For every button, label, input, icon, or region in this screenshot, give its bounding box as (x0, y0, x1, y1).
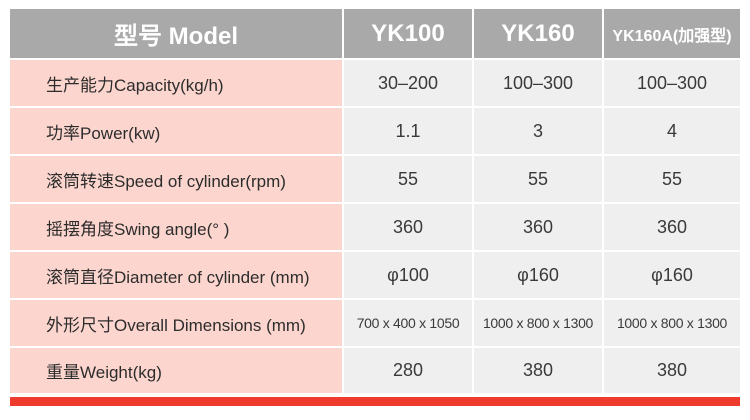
cell-yk100: 30–200 (344, 58, 474, 106)
header-yk160a: YK160A(加强型) (604, 9, 740, 58)
row-label: 摇摆角度Swing angle(° ) (10, 202, 344, 250)
cell-yk160: 360 (474, 202, 604, 250)
row-diameter: 滚筒直径Diameter of cylinder (mm) φ100 φ160 … (10, 250, 740, 298)
cell-yk160a: 360 (604, 202, 740, 250)
cell-yk160a: 100–300 (604, 58, 740, 106)
spec-table: 型号 Model YK100 YK160 YK160A(加强型) 生产能力Cap… (10, 9, 740, 393)
row-weight: 重量Weight(kg) 280 380 380 (10, 346, 740, 393)
cell-yk100: 700 x 400 x 1050 (344, 298, 474, 346)
cell-yk160: φ160 (474, 250, 604, 298)
row-speed: 滚筒转速Speed of cylinder(rpm) 55 55 55 (10, 154, 740, 202)
cell-yk160: 3 (474, 106, 604, 154)
cell-yk100: 55 (344, 154, 474, 202)
cell-yk160a: 4 (604, 106, 740, 154)
header-yk160: YK160 (474, 9, 604, 58)
cell-yk160: 55 (474, 154, 604, 202)
cell-yk100: 360 (344, 202, 474, 250)
row-label: 滚筒转速Speed of cylinder(rpm) (10, 154, 344, 202)
cell-yk160: 1000 x 800 x 1300 (474, 298, 604, 346)
cell-yk160: 100–300 (474, 58, 604, 106)
cell-yk160: 380 (474, 346, 604, 393)
cell-yk100: 1.1 (344, 106, 474, 154)
header-model: 型号 Model (10, 9, 344, 58)
row-power: 功率Power(kw) 1.1 3 4 (10, 106, 740, 154)
row-label: 重量Weight(kg) (10, 346, 344, 393)
row-label: 外形尺寸Overall Dimensions (mm) (10, 298, 344, 346)
accent-bar (10, 397, 740, 406)
row-capacity: 生产能力Capacity(kg/h) 30–200 100–300 100–30… (10, 58, 740, 106)
row-dimensions: 外形尺寸Overall Dimensions (mm) 700 x 400 x … (10, 298, 740, 346)
cell-yk100: 280 (344, 346, 474, 393)
header-yk100: YK100 (344, 9, 474, 58)
row-label: 功率Power(kw) (10, 106, 344, 154)
cell-yk160a: 1000 x 800 x 1300 (604, 298, 740, 346)
cell-yk100: φ100 (344, 250, 474, 298)
cell-yk160a: 380 (604, 346, 740, 393)
row-label: 生产能力Capacity(kg/h) (10, 58, 344, 106)
header-row: 型号 Model YK100 YK160 YK160A(加强型) (10, 9, 740, 58)
row-label: 滚筒直径Diameter of cylinder (mm) (10, 250, 344, 298)
cell-yk160a: φ160 (604, 250, 740, 298)
cell-yk160a: 55 (604, 154, 740, 202)
row-swing-angle: 摇摆角度Swing angle(° ) 360 360 360 (10, 202, 740, 250)
